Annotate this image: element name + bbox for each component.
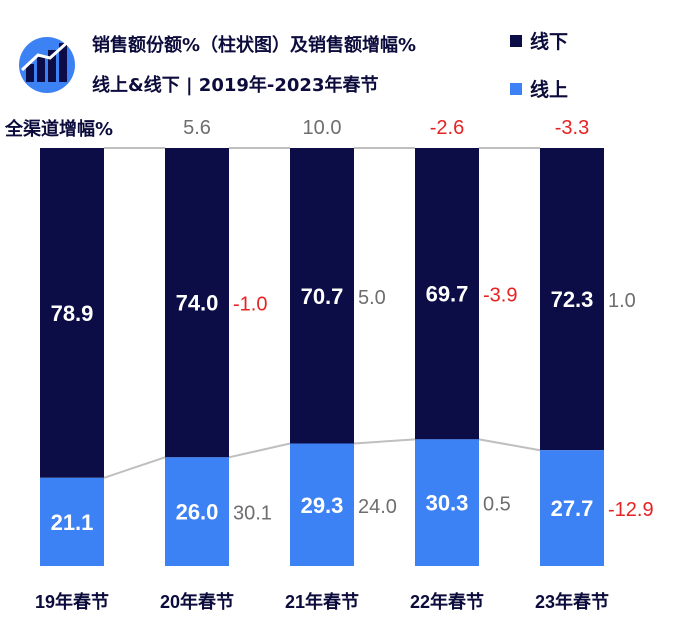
connector-boundary (353, 438, 416, 445)
data-label-offline: 69.7 (426, 282, 469, 307)
x-tick-label: 22年春节 (410, 591, 484, 612)
data-label-online: 30.3 (426, 491, 469, 516)
legend-label-online: 线上 (530, 79, 569, 101)
bars (40, 148, 604, 566)
legend-label-offline: 线下 (530, 31, 569, 53)
bar-online (165, 457, 229, 566)
online-growth-value: 30.1 (233, 503, 272, 525)
offline-growth-value: -1.0 (233, 294, 267, 316)
online-growth-value: -12.9 (608, 499, 654, 521)
legend-item-online: 线上 (510, 75, 568, 102)
total-growth-value: 5.6 (183, 117, 211, 139)
data-label-offline: 72.3 (551, 287, 594, 312)
total-growth-value: -3.3 (555, 117, 589, 139)
chart-subtitle: 线上&线下 | 2019年-2023年春节 (92, 75, 379, 96)
bar-online (40, 477, 104, 566)
legend-swatch-online (510, 82, 522, 95)
offline-growth-value: -3.9 (483, 285, 517, 307)
x-tick-label: 20年春节 (160, 591, 234, 612)
chart-title: 销售额份额%（柱状图）及销售额增幅% (92, 35, 417, 56)
bar-online (415, 439, 479, 566)
bar-online (540, 450, 604, 566)
x-tick-label: 19年春节 (35, 591, 109, 612)
total-growth-label: 全渠道增幅% (5, 119, 114, 140)
offline-growth-value: 1.0 (608, 290, 636, 312)
x-tick-label: 23年春节 (535, 591, 609, 612)
total-growth-value: 10.0 (303, 117, 342, 139)
bar-offline (165, 148, 229, 458)
legend-swatch-offline (510, 34, 522, 47)
x-tick-label: 21年春节 (285, 591, 359, 612)
online-growth-value: 24.0 (358, 496, 397, 518)
total-growth-value: -2.6 (430, 117, 464, 139)
data-label-online: 26.0 (176, 500, 219, 525)
data-label-online: 29.3 (301, 493, 344, 518)
data-label-offline: 70.7 (301, 284, 344, 309)
chart-icon (19, 37, 75, 93)
connector-boundary (228, 442, 291, 459)
connector-lines (103, 147, 541, 479)
offline-growth-value: 5.0 (358, 287, 386, 309)
legend-item-offline: 线下 (510, 27, 568, 54)
connector-boundary (478, 438, 541, 452)
bar-offline (540, 148, 604, 451)
online-growth-value: 0.5 (483, 494, 511, 516)
bar-offline (40, 148, 104, 478)
labels: 78.9 21.1 19年春节 74.0 26.0 20年春节 5.6 -1.0 30.1 70.… (35, 117, 654, 612)
data-label-offline: 74.0 (176, 291, 219, 316)
connector-boundary (103, 456, 166, 479)
bar-online (290, 443, 354, 566)
bar-offline (415, 148, 479, 440)
data-label-online: 21.1 (51, 510, 94, 535)
bar-offline (290, 148, 354, 444)
data-label-offline: 78.9 (51, 301, 94, 326)
data-label-online: 27.7 (551, 496, 594, 521)
